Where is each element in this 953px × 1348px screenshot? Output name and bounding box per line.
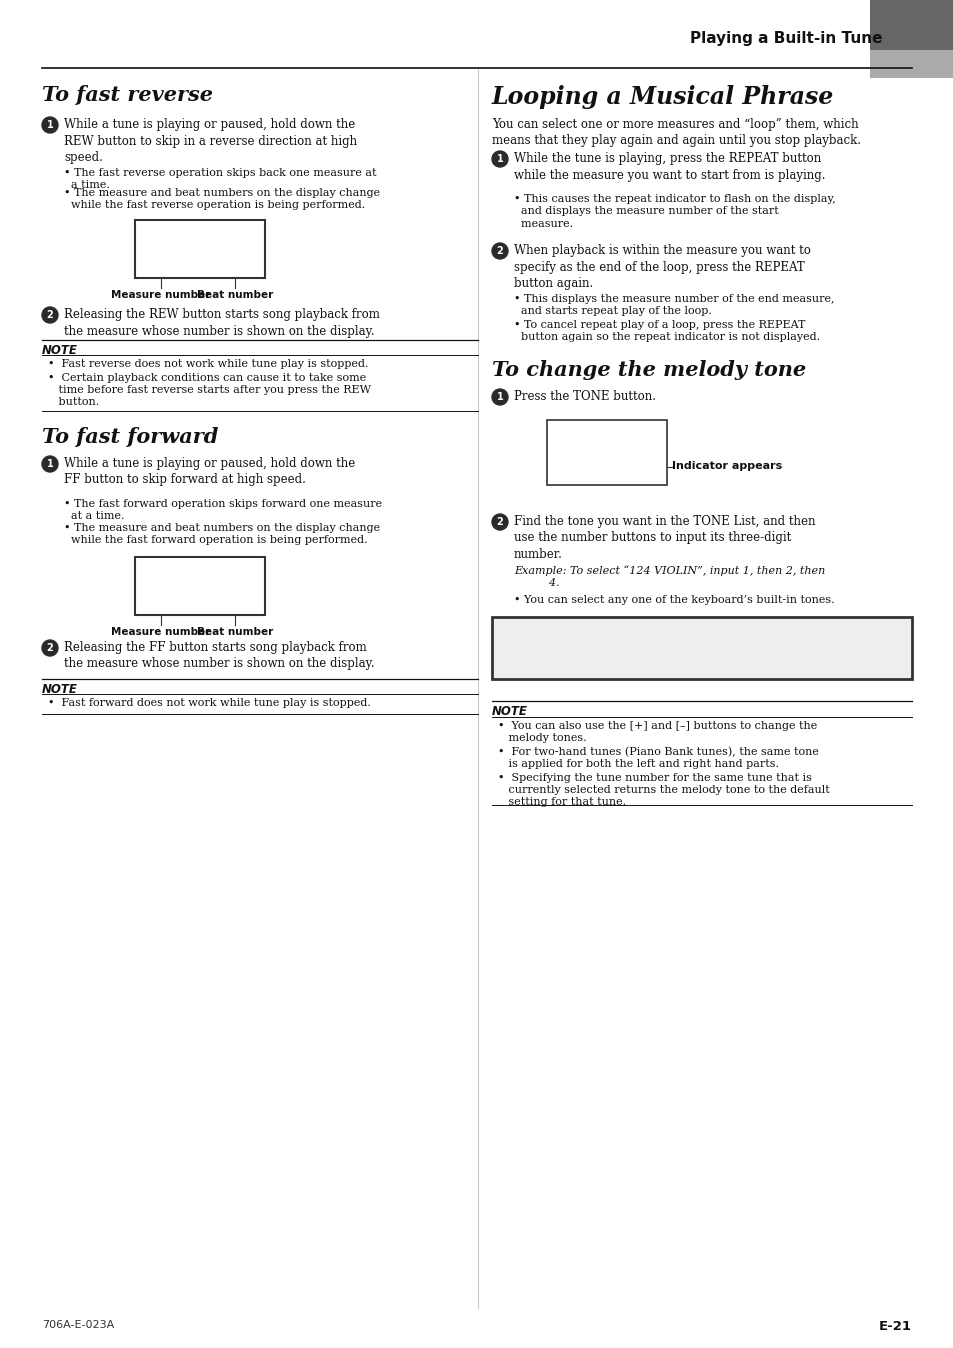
Text: 2: 2 — [497, 245, 503, 256]
Text: While a tune is playing or paused, hold down the
REW button to skip in a reverse: While a tune is playing or paused, hold … — [64, 119, 356, 164]
Text: • You can select any one of the keyboard’s built-in tones.: • You can select any one of the keyboard… — [514, 594, 834, 605]
Text: To fast forward: To fast forward — [42, 427, 218, 448]
Text: TONE: TONE — [591, 425, 622, 435]
Text: Press the TONE button.: Press the TONE button. — [514, 390, 656, 403]
Text: Looping a Musical Phrase: Looping a Musical Phrase — [492, 85, 833, 109]
Circle shape — [42, 640, 58, 656]
Circle shape — [492, 390, 507, 404]
Text: 2: 2 — [47, 310, 53, 319]
Text: E-21: E-21 — [878, 1320, 911, 1333]
Circle shape — [492, 151, 507, 167]
Text: •  You can also use the [+] and [–] buttons to change the
   melody tones.: • You can also use the [+] and [–] butto… — [497, 721, 817, 743]
Text: 003: 003 — [161, 573, 214, 601]
Text: 706A-E-023A: 706A-E-023A — [42, 1320, 114, 1330]
Text: You can select one or more measures and “loop” them, which
means that they play : You can select one or more measures and … — [492, 119, 861, 147]
Text: 1: 1 — [497, 154, 503, 164]
Bar — [869, 0, 953, 50]
Bar — [546, 421, 666, 485]
Circle shape — [42, 307, 58, 324]
Text: Beat number: Beat number — [196, 290, 273, 301]
Bar — [869, 50, 953, 78]
Text: •  Fast forward does not work while tune play is stopped.: • Fast forward does not work while tune … — [48, 698, 371, 708]
Text: 124Violin: 124Violin — [625, 631, 818, 673]
Text: Example: To select “124 VIOLIN”, input 1, then 2, then
          4.: Example: To select “124 VIOLIN”, input 1… — [514, 565, 824, 588]
Text: Measure number: Measure number — [112, 290, 211, 301]
Text: 2: 2 — [47, 643, 53, 652]
Text: Measure number: Measure number — [112, 627, 211, 638]
Circle shape — [42, 117, 58, 133]
Text: Playing a Built-in Tune: Playing a Built-in Tune — [689, 31, 882, 46]
Text: TONE: TONE — [499, 621, 527, 631]
Text: : 1: : 1 — [204, 236, 240, 264]
Text: To change the melody tone: To change the melody tone — [492, 360, 805, 380]
Text: NOTE: NOTE — [492, 705, 527, 718]
Text: Indicator appears: Indicator appears — [671, 461, 781, 470]
Text: Releasing the FF button starts song playback from
the measure whose number is sh: Releasing the FF button starts song play… — [64, 642, 375, 670]
Bar — [492, 617, 911, 679]
Text: NOTE: NOTE — [42, 344, 78, 357]
Text: : 1: : 1 — [204, 573, 240, 601]
Circle shape — [492, 514, 507, 530]
Bar — [135, 557, 265, 615]
Text: MEASURE BEAT: MEASURE BEAT — [161, 561, 238, 570]
Text: 2: 2 — [497, 518, 503, 527]
Text: 1: 1 — [47, 120, 53, 129]
Text: MEASURE BEAT: MEASURE BEAT — [161, 224, 238, 233]
Text: •  Specifying the tune number for the same tune that is
   currently selected re: • Specifying the tune number for the sam… — [497, 772, 829, 807]
Text: 006: 006 — [161, 236, 214, 264]
Text: Beat number: Beat number — [196, 627, 273, 638]
Text: • The measure and beat numbers on the display change
  while the fast forward op: • The measure and beat numbers on the di… — [64, 523, 379, 546]
Text: To fast reverse: To fast reverse — [42, 85, 213, 105]
Text: Find the tone you want in the TONE List, and then
use the number buttons to inpu: Find the tone you want in the TONE List,… — [514, 515, 815, 561]
Text: When playback is within the measure you want to
specify as the end of the loop, : When playback is within the measure you … — [514, 244, 810, 290]
Bar — [135, 220, 265, 278]
Text: While a tune is playing or paused, hold down the
FF button to skip forward at hi: While a tune is playing or paused, hold … — [64, 457, 355, 487]
Text: • This displays the measure number of the end measure,
  and starts repeat play : • This displays the measure number of th… — [514, 294, 834, 317]
Text: • This causes the repeat indicator to flash on the display,
  and displays the m: • This causes the repeat indicator to fl… — [514, 194, 835, 229]
Circle shape — [42, 456, 58, 472]
Circle shape — [492, 243, 507, 259]
Text: NOTE: NOTE — [42, 683, 78, 696]
Text: • The fast forward operation skips forward one measure
  at a time.: • The fast forward operation skips forwa… — [64, 499, 382, 522]
Text: •  Certain playback conditions can cause it to take some
   time before fast rev: • Certain playback conditions can cause … — [48, 373, 371, 407]
Text: 1: 1 — [47, 460, 53, 469]
Text: • The fast reverse operation skips back one measure at
  a time.: • The fast reverse operation skips back … — [64, 168, 376, 190]
Text: 1: 1 — [497, 392, 503, 402]
Text: •  For two-hand tunes (Piano Bank tunes), the same tone
   is applied for both t: • For two-hand tunes (Piano Bank tunes),… — [497, 747, 818, 770]
Text: • To cancel repeat play of a loop, press the REPEAT
  button again so the repeat: • To cancel repeat play of a loop, press… — [514, 319, 820, 342]
Text: While the tune is playing, press the REPEAT button
while the measure you want to: While the tune is playing, press the REP… — [514, 152, 824, 182]
Text: • The measure and beat numbers on the display change
  while the fast reverse op: • The measure and beat numbers on the di… — [64, 187, 379, 210]
Text: •  Fast reverse does not work while tune play is stopped.: • Fast reverse does not work while tune … — [48, 359, 368, 369]
Text: Releasing the REW button starts song playback from
the measure whose number is s: Releasing the REW button starts song pla… — [64, 307, 379, 337]
